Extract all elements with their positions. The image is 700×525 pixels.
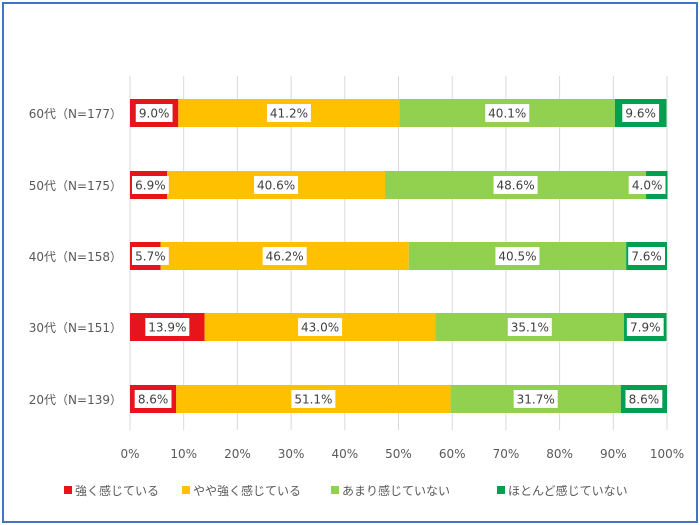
data-label-box bbox=[493, 176, 538, 194]
data-label-box bbox=[622, 104, 660, 122]
data-label-box bbox=[495, 247, 540, 265]
data-label: 5.7% bbox=[135, 250, 166, 264]
legend-swatch bbox=[64, 486, 72, 494]
x-tick-label: 40% bbox=[331, 447, 358, 461]
x-tick-label: 90% bbox=[600, 447, 627, 461]
data-label: 46.2% bbox=[266, 250, 304, 264]
data-label-box bbox=[626, 318, 664, 336]
category-label: 40代（N=158） bbox=[29, 250, 122, 264]
category-label: 50代（N=175） bbox=[29, 179, 122, 193]
data-label: 31.7% bbox=[517, 393, 555, 407]
data-label-box bbox=[132, 176, 169, 194]
x-tick-label: 30% bbox=[278, 447, 305, 461]
x-tick-label: 20% bbox=[224, 447, 251, 461]
category-label: 30代（N=151） bbox=[29, 321, 122, 335]
data-label: 8.6% bbox=[138, 393, 169, 407]
data-label-box bbox=[254, 176, 299, 194]
legend-label: 強く感じている bbox=[75, 483, 159, 498]
legend-label: ほとんど感じていない bbox=[508, 483, 628, 498]
category-label: 20代（N=139） bbox=[29, 393, 122, 407]
data-label-box bbox=[507, 318, 552, 336]
category-label: 60代（N=177） bbox=[29, 107, 122, 121]
data-label-box bbox=[262, 247, 307, 265]
data-label-box bbox=[291, 390, 336, 408]
data-label: 7.9% bbox=[630, 321, 661, 335]
data-label: 35.1% bbox=[511, 321, 549, 335]
legend-swatch bbox=[182, 486, 190, 494]
data-label: 43.0% bbox=[301, 321, 339, 335]
data-label-box bbox=[135, 104, 173, 122]
data-label: 48.6% bbox=[497, 179, 535, 193]
x-tick-label: 0% bbox=[120, 447, 139, 461]
x-tick-label: 60% bbox=[439, 447, 466, 461]
data-label-box bbox=[513, 390, 558, 408]
data-label: 9.6% bbox=[625, 107, 656, 121]
data-label: 8.6% bbox=[629, 393, 660, 407]
legend-label: あまり感じていない bbox=[342, 483, 450, 498]
x-tick-label: 50% bbox=[385, 447, 412, 461]
data-label-box bbox=[145, 318, 190, 336]
data-label-box bbox=[132, 247, 169, 265]
data-label-box bbox=[625, 390, 663, 408]
x-tick-label: 80% bbox=[546, 447, 573, 461]
data-label: 40.6% bbox=[257, 179, 295, 193]
data-label: 6.9% bbox=[135, 179, 166, 193]
x-tick-label: 70% bbox=[493, 447, 520, 461]
x-tick-label: 100% bbox=[650, 447, 684, 461]
data-label: 13.9% bbox=[148, 321, 186, 335]
data-label-box bbox=[628, 247, 665, 265]
data-label: 51.1% bbox=[294, 393, 332, 407]
data-label: 40.1% bbox=[488, 107, 526, 121]
data-label: 41.2% bbox=[270, 107, 308, 121]
legend-swatch bbox=[497, 486, 505, 494]
legend-label: やや強く感じている bbox=[193, 483, 301, 498]
data-label: 7.6% bbox=[631, 250, 662, 264]
legend-swatch bbox=[331, 486, 339, 494]
data-label-box bbox=[266, 104, 311, 122]
data-label: 9.0% bbox=[139, 107, 170, 121]
data-label-box bbox=[485, 104, 530, 122]
data-label-box bbox=[628, 176, 666, 194]
data-label-box bbox=[298, 318, 343, 336]
data-label-box bbox=[134, 390, 172, 408]
x-tick-label: 10% bbox=[170, 447, 197, 461]
data-label: 40.5% bbox=[498, 250, 536, 264]
data-label: 4.0% bbox=[632, 179, 663, 193]
